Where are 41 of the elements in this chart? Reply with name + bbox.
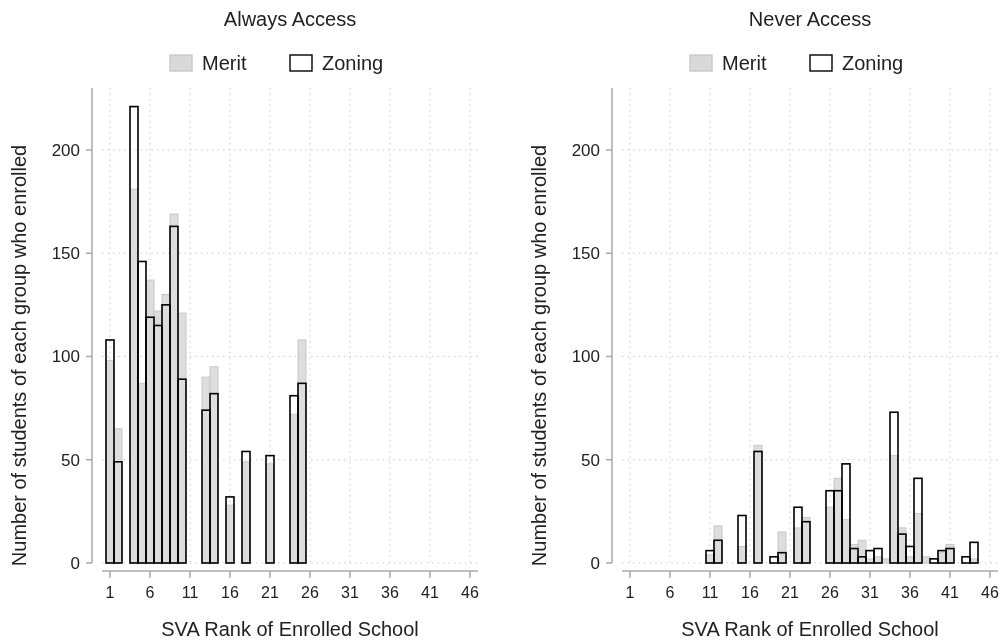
x-tick-label: 16 bbox=[221, 584, 239, 601]
x-tick-label: 16 bbox=[741, 584, 759, 601]
legend-label: Zoning bbox=[322, 52, 384, 74]
y-axis-title: Number of students of each group who enrolled bbox=[8, 144, 30, 567]
y-tick-label: 50 bbox=[61, 450, 80, 470]
y-tick-label: 150 bbox=[571, 244, 600, 264]
legend-label: Zoning bbox=[842, 52, 904, 74]
x-tick-label: 11 bbox=[181, 584, 199, 601]
x-tick-label: 31 bbox=[861, 584, 879, 601]
x-tick-label: 26 bbox=[821, 584, 839, 601]
y-tick-label: 100 bbox=[571, 347, 600, 367]
y-tick-label: 0 bbox=[590, 554, 600, 573]
y-tick-label: 200 bbox=[51, 140, 80, 160]
x-tick-label: 1 bbox=[105, 584, 115, 601]
x-tick-label: 41 bbox=[421, 584, 439, 601]
chart-title: Never Access bbox=[748, 8, 872, 30]
x-tick-label: 21 bbox=[781, 584, 799, 601]
x-tick-label: 46 bbox=[981, 584, 999, 601]
y-tick-label: 150 bbox=[51, 244, 80, 264]
y-tick-label: 200 bbox=[571, 140, 600, 160]
bar bbox=[737, 514, 747, 564]
x-tick-label: 36 bbox=[901, 584, 919, 601]
x-tick-label: 41 bbox=[941, 584, 959, 601]
y-tick-label: 0 bbox=[70, 554, 80, 573]
x-axis-title: SVA Rank of Enrolled School bbox=[681, 618, 939, 640]
x-tick-label: 11 bbox=[701, 584, 719, 601]
y-axis-title: Number of students of each group who enrolled bbox=[528, 144, 550, 567]
legend-label: Merit bbox=[202, 52, 247, 74]
x-tick-label: 6 bbox=[145, 584, 155, 601]
x-tick-label: 21 bbox=[261, 584, 279, 601]
legend-label: Merit bbox=[722, 52, 767, 74]
y-tick-label: 100 bbox=[51, 347, 80, 367]
x-tick-label: 1 bbox=[625, 584, 635, 601]
y-tick-label: 50 bbox=[581, 450, 600, 470]
x-tick-label: 36 bbox=[381, 584, 399, 601]
x-tick-label: 6 bbox=[665, 584, 675, 601]
x-tick-label: 46 bbox=[461, 584, 479, 601]
chart-title: Always Access bbox=[223, 8, 357, 30]
x-tick-label: 31 bbox=[341, 584, 359, 601]
x-axis-title: SVA Rank of Enrolled School bbox=[161, 618, 419, 640]
x-tick-label: 26 bbox=[301, 584, 319, 601]
